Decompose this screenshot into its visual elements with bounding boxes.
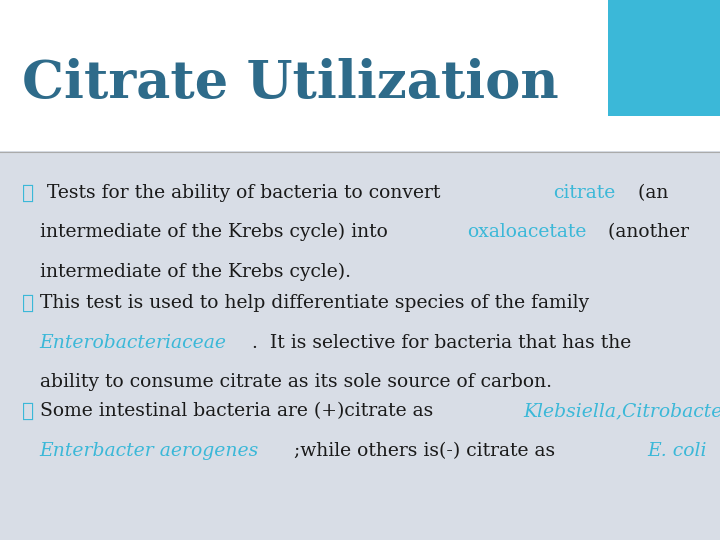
Text: ❖: ❖	[22, 294, 34, 313]
Text: (an: (an	[632, 184, 668, 201]
Text: This test is used to help differentiate species of the family: This test is used to help differentiate …	[40, 294, 589, 312]
Text: citrate: citrate	[553, 184, 616, 201]
Text: Tests for the ability of bacteria to convert: Tests for the ability of bacteria to con…	[47, 184, 446, 201]
Text: E. coli: E. coli	[648, 442, 707, 460]
Text: Some intestinal bacteria are (+)citrate as: Some intestinal bacteria are (+)citrate …	[40, 402, 439, 420]
Text: (another: (another	[602, 223, 689, 241]
Text: ❖: ❖	[22, 402, 34, 421]
Bar	[608, 0, 720, 116]
Text: .  It is selective for bacteria that has the: . It is selective for bacteria that has …	[252, 334, 631, 352]
Text: ;while others is(-) citrate as: ;while others is(-) citrate as	[288, 442, 561, 460]
Text: oxaloacetate: oxaloacetate	[467, 223, 587, 241]
Text: Klebsiella,Citrobacter,: Klebsiella,Citrobacter,	[523, 402, 720, 420]
Text: ability to consume citrate as its sole source of carbon.: ability to consume citrate as its sole s…	[40, 373, 552, 391]
Text: Enterobacteriaceae: Enterobacteriaceae	[40, 334, 227, 352]
Bar	[0, 0, 720, 151]
Text: intermediate of the Krebs cycle).: intermediate of the Krebs cycle).	[40, 262, 351, 281]
Text: ❖: ❖	[22, 184, 34, 202]
Text: intermediate of the Krebs cycle) into: intermediate of the Krebs cycle) into	[40, 223, 393, 241]
Text: Enterbacter aerogenes: Enterbacter aerogenes	[40, 442, 259, 460]
Text: Citrate Utilization: Citrate Utilization	[22, 58, 558, 109]
